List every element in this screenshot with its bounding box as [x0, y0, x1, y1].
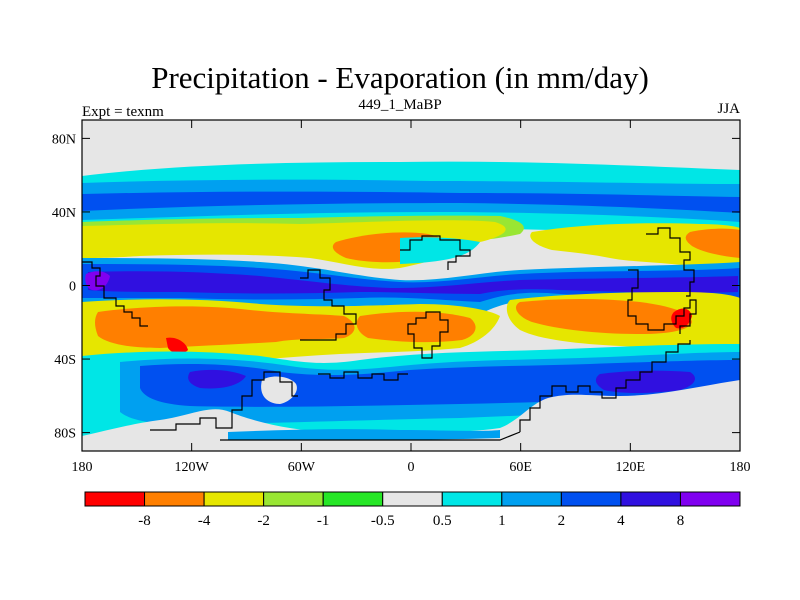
colorbar-label: 0.5 [433, 513, 452, 529]
colorbar-swatch [441, 491, 503, 507]
colorbar-swatch [84, 491, 146, 507]
colorbar-label: 2 [558, 513, 566, 529]
run-label: 449_1_MaBP [358, 97, 442, 113]
coastline-antarctica [150, 340, 691, 441]
experiment-label: Expt = texnm [82, 104, 164, 120]
coastline-australia [627, 269, 697, 334]
colorbar-swatch [203, 491, 265, 507]
lat-tick-label: 0 [69, 280, 76, 295]
colorbar-label: -2 [257, 513, 270, 529]
field-orange-ne-dry [685, 228, 740, 258]
colorbar-swatch [501, 491, 562, 507]
field-blue-north-band [82, 191, 740, 213]
lon-tick-label: 60E [509, 460, 532, 475]
coastline-south-africa [407, 311, 449, 359]
colorbar-swatch [679, 491, 741, 507]
colorbar-swatch [263, 491, 324, 507]
lat-tick-label: 40S [54, 353, 76, 368]
colorbar-label: -0.5 [371, 513, 395, 529]
latitude-axis: 80N 40N 0 40S 80S [52, 132, 740, 442]
lon-tick-label: 60W [288, 460, 316, 475]
lon-tick-label: 0 [408, 460, 415, 475]
colorbar-swatch [620, 491, 681, 507]
lat-tick-label: 80S [54, 427, 76, 442]
coastline-africa [400, 235, 471, 270]
field-violet-south-pacific [188, 369, 246, 389]
coastline-north-america [82, 261, 148, 327]
field-red-south-pacific [166, 337, 188, 354]
lon-tick-label: 120E [616, 460, 646, 475]
coastlines [82, 227, 697, 441]
colorbar-swatch [144, 491, 205, 507]
field-orange-south-dry [95, 306, 355, 348]
field-antarctic-peninsula [261, 376, 297, 404]
colorbar-swatch [322, 491, 384, 507]
colorbar-swatch [560, 491, 622, 507]
map-field [82, 120, 740, 451]
colorbar-label: 4 [617, 513, 625, 529]
chart-title: Precipitation - Evaporation (in mm/day) [151, 60, 649, 95]
colorbar: -8 -4 -2 -1 -0.5 0.5 1 2 4 8 [84, 491, 741, 529]
colorbar-label: 8 [677, 513, 685, 529]
colorbar-label: 1 [498, 513, 506, 529]
colorbar-label: -4 [198, 513, 211, 529]
field-violet-south-band [595, 370, 695, 393]
lat-tick-label: 80N [52, 132, 76, 147]
season-label: JJA [717, 101, 740, 117]
coastline-asia [646, 227, 695, 297]
field-violet-equator [88, 271, 738, 294]
lon-tick-label: 180 [72, 460, 93, 475]
field-orange-south-dry-2 [356, 311, 476, 343]
lat-tick-label: 40N [52, 206, 76, 221]
coastline-south-america [300, 269, 357, 341]
lon-tick-label: 180 [730, 460, 751, 475]
longitude-axis: 180 120W 60W 0 60E 120E 180 [72, 120, 751, 475]
colorbar-label: -8 [138, 513, 151, 529]
colorbar-swatch [382, 491, 443, 507]
field-bluebelt-antarctic-coast [228, 429, 500, 440]
lon-tick-label: 120W [175, 460, 210, 475]
colorbar-label: -1 [317, 513, 330, 529]
